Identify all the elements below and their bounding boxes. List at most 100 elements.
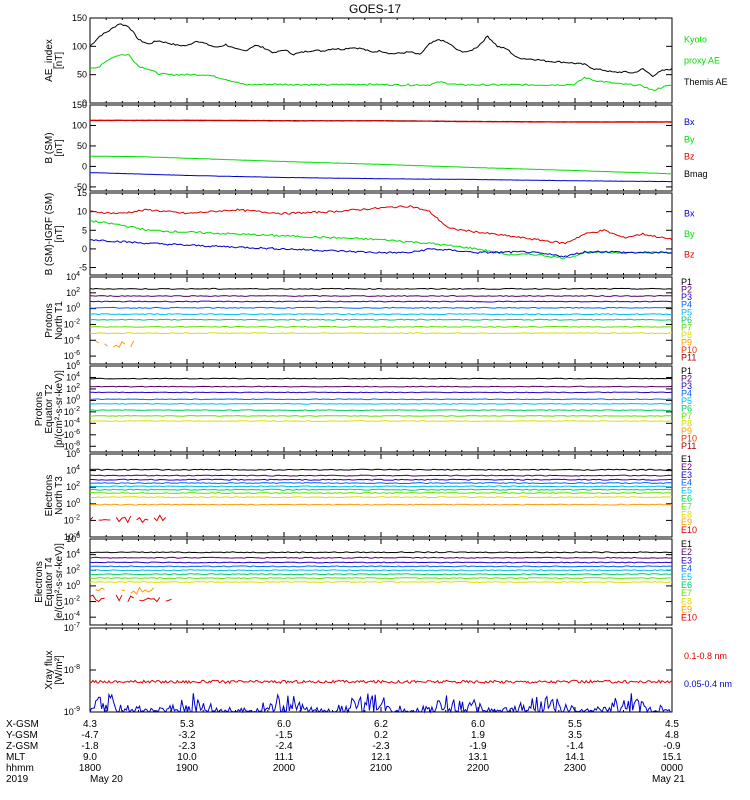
series-line	[89, 415, 672, 417]
y-axis-label: [W/m²]	[54, 655, 65, 685]
series-line	[89, 23, 673, 78]
legend-entry: E6	[681, 580, 692, 590]
chart-panel: B (SM)-IGRF (SM) [nT] -5 0 5 10 15 Bx By Bz	[44, 188, 695, 276]
legend-entry: P7	[681, 322, 692, 332]
series-line	[96, 341, 140, 348]
ephemeris-value: 2000	[273, 763, 296, 774]
y-tick-label: 100	[72, 120, 87, 130]
legend-entry: E1	[681, 454, 692, 464]
y-tick-label: 10-4	[64, 417, 80, 428]
series-line	[90, 172, 672, 183]
ephemeris-value: 6.0	[471, 719, 485, 730]
ephemeris-value: -1.8	[81, 741, 99, 752]
y-axis-label: B (SM)	[44, 132, 55, 163]
series-line	[89, 491, 673, 495]
ephemeris-row-label: Y-GSM	[6, 730, 38, 741]
y-tick-label: 10-8	[64, 440, 80, 451]
legend-entry: P2	[681, 373, 692, 383]
legend-entry: E10	[681, 525, 697, 535]
legend-entry: Bz	[684, 250, 695, 260]
y-tick-label: 106	[66, 448, 80, 459]
y-tick-exponent: 0	[76, 394, 80, 401]
ephemeris-value: 2200	[467, 763, 490, 774]
legend-entry: Kyoto	[684, 34, 707, 44]
y-tick-exponent: -4	[74, 611, 80, 618]
ephemeris-value: -2.4	[275, 741, 293, 752]
legend-entry: E6	[681, 494, 692, 504]
y-tick-label: 102	[66, 383, 80, 394]
y-tick-label: 15	[77, 188, 87, 198]
ephemeris-value: -1.9	[469, 741, 487, 752]
y-tick-exponent: 4	[76, 371, 80, 378]
series-line	[90, 468, 673, 471]
chart-panel: AE_index [nT] 0 50 100 150 Kyoto proxy AE Themis…	[44, 13, 728, 108]
ephemeris-value: 14.1	[565, 752, 585, 763]
legend-entry: P5	[681, 307, 692, 317]
ephemeris-value: 0.2	[374, 730, 388, 741]
y-tick-exponent: 2	[76, 287, 80, 294]
ephemeris-value: -2.3	[178, 741, 196, 752]
series-line	[89, 300, 673, 303]
ephemeris-row-label: MLT	[6, 752, 25, 763]
chart-panel: B (SM) [nT] -50 0 50 100 150 Bx By Bz Bmag	[44, 100, 708, 192]
legend-entry: E7	[681, 501, 692, 511]
series-line	[89, 569, 673, 572]
series-line	[89, 496, 673, 499]
y-axis-label: [nT]	[54, 225, 65, 242]
y-tick-label: 102	[66, 564, 80, 575]
legend-entry: P9	[681, 338, 692, 348]
legend-entry: P5	[681, 396, 692, 406]
legend-entry: E9	[681, 517, 692, 527]
ephemeris-value: 1.9	[471, 730, 485, 741]
y-tick-exponent: 0	[76, 303, 80, 310]
y-tick-exponent: -6	[74, 429, 80, 436]
series-line	[89, 485, 673, 488]
legend-entry: E3	[681, 555, 692, 565]
legend-entry: P11	[681, 441, 696, 451]
ephemeris-value: 4.8	[665, 730, 679, 741]
legend-entry: P4	[681, 300, 692, 310]
legend-entry: P11	[681, 353, 696, 363]
series-line	[89, 385, 673, 388]
legend-entry: Bz	[684, 152, 695, 162]
series-line	[89, 391, 673, 394]
y-tick-label: 106	[66, 533, 80, 544]
y-axis-label: AE_index	[44, 39, 55, 82]
y-axis-label: North T3	[54, 476, 65, 515]
y-tick-exponent: 2	[76, 564, 80, 571]
y-axis-label: Equator T4	[44, 557, 55, 607]
ephemeris-value: 11.1	[275, 752, 294, 763]
ephemeris-value: 3.5	[568, 730, 582, 741]
y-axis-label: North T1	[54, 301, 65, 340]
ephemeris-value: 6.2	[374, 719, 388, 730]
y-axis-label: Electrons	[34, 561, 45, 603]
legend-entry: E8	[681, 596, 692, 606]
ephemeris-value: -3.2	[178, 730, 196, 741]
y-tick-exponent: 4	[76, 549, 80, 556]
y-tick-label: 0	[82, 98, 87, 108]
ephemeris-row-label: X-GSM	[6, 719, 39, 730]
legend-entry: proxy AE	[684, 56, 720, 66]
legend-entry: P2	[681, 285, 692, 295]
y-tick-label: 10-8	[64, 664, 80, 675]
legend-entry: P3	[681, 292, 692, 302]
y-tick-label: 102	[66, 287, 80, 298]
ephemeris-value: -1.4	[566, 741, 584, 752]
y-tick-label: 10	[77, 207, 87, 217]
chart-panel: Electrons North T310-410-2100102104106E1E…	[44, 448, 697, 542]
legend-entry: P4	[681, 388, 692, 398]
y-tick-exponent: 4	[76, 465, 80, 472]
y-tick-label: 10-2	[64, 318, 80, 329]
series-line	[89, 420, 673, 422]
series-line	[89, 294, 673, 297]
ephemeris-value: -4.7	[81, 730, 99, 741]
y-tick-label: 50	[77, 141, 87, 151]
y-tick-exponent: -2	[74, 596, 80, 603]
y-tick-exponent: -8	[74, 664, 80, 671]
y-tick-label: 104	[66, 465, 80, 476]
ephemeris-value: 6.0	[277, 719, 291, 730]
y-tick-label: -50	[74, 182, 87, 192]
legend-entry: P10	[681, 345, 697, 355]
series-line	[89, 573, 673, 576]
